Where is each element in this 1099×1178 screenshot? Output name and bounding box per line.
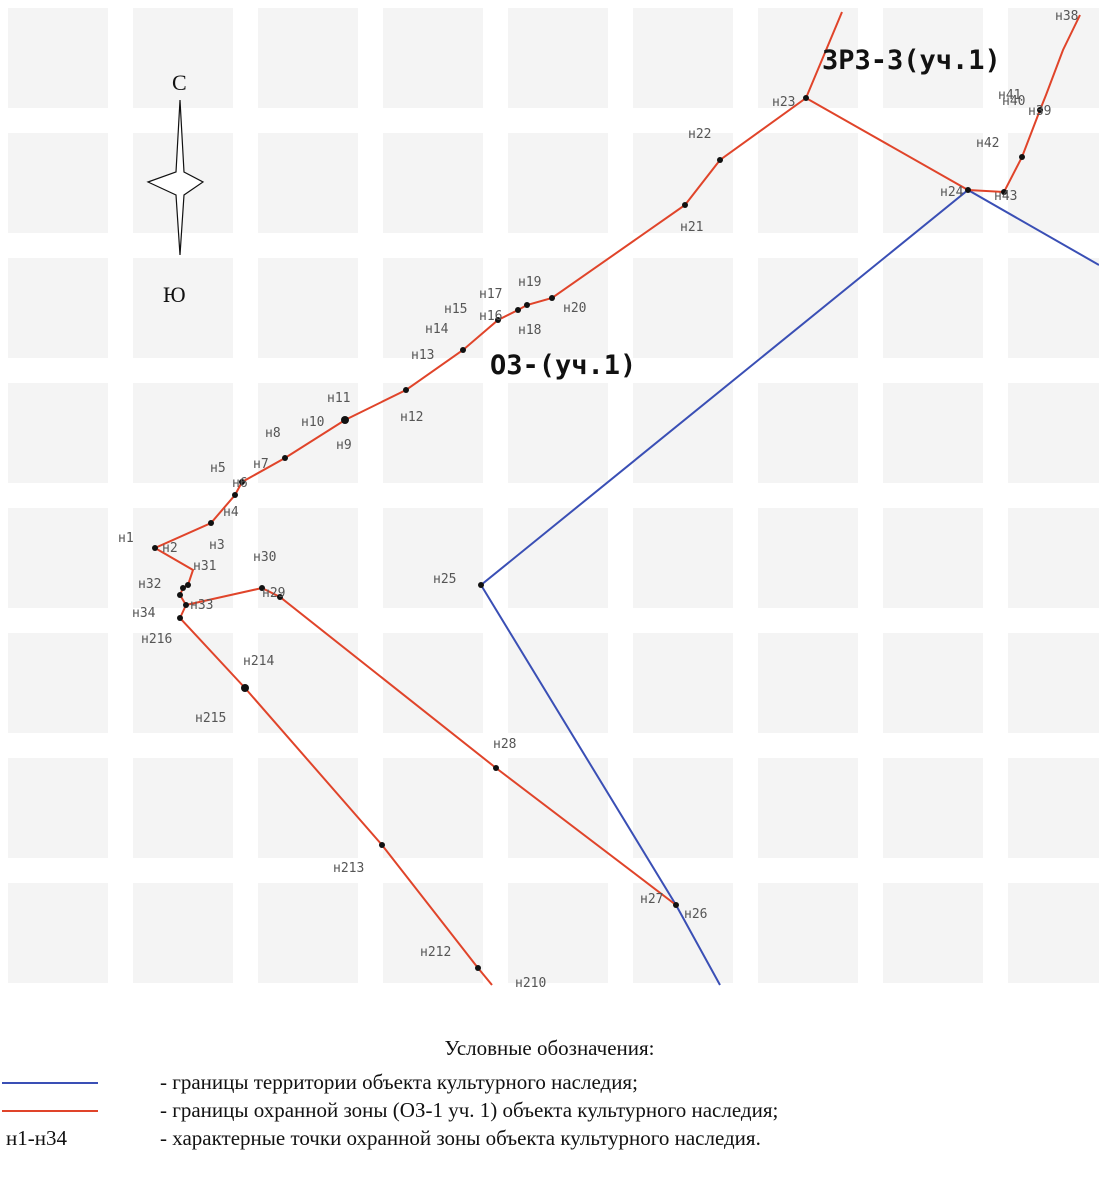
point-marker [965,187,971,193]
point-label: н213 [333,861,364,876]
point-marker [259,585,265,591]
legend: Условные обозначения: - границы территор… [0,1030,1099,1178]
point-marker [379,842,385,848]
legend-item-text: - характерные точки охранной зоны объект… [160,1126,761,1150]
point-label: н12 [400,410,423,425]
point-marker [524,302,530,308]
compass-north-label: С [172,70,187,95]
point-label: н4 [223,505,239,520]
point-label: н30 [253,550,276,565]
point-marker [515,307,521,313]
point-marker [495,317,501,323]
point-marker [180,585,186,591]
point-label: н29 [262,586,285,601]
point-label: н25 [433,572,456,587]
point-marker [1001,189,1007,195]
characteristic-points [152,95,1043,971]
point-label: н22 [688,127,711,142]
point-marker [673,902,679,908]
point-label: н23 [772,95,795,110]
background-pattern [0,0,1099,1000]
map-canvas: С Ю [0,0,1099,1000]
point-marker [682,202,688,208]
north-arrow-icon: С Ю [146,70,205,307]
legend-title: Условные обозначения: [444,1036,655,1060]
point-label: н28 [493,737,516,752]
legend-item: н1-н34 - характерные точки охранной зоны… [0,1126,1099,1154]
zone-label-zrz3: ЗРЗ-3(уч.1) [822,45,1001,76]
point-label: н216 [141,632,172,647]
point-marker [478,582,484,588]
point-marker [177,615,183,621]
point-label: н24 [940,185,964,200]
point-marker [460,347,466,353]
point-label: н18 [518,323,541,338]
blue-line-symbol [2,1082,98,1084]
point-marker [1037,107,1043,113]
point-label: н41 [998,88,1021,103]
point-label: н8 [265,426,281,441]
point-marker [185,582,191,588]
point-label: н7 [253,457,269,472]
point-marker [403,387,409,393]
point-label: н43 [994,189,1017,204]
point-marker [239,479,245,485]
point-marker [232,492,238,498]
point-marker [152,545,158,551]
point-label: н1 [118,531,134,546]
protection-zone-zrz3-boundary [805,14,1081,194]
point-marker [549,295,555,301]
point-label: н20 [563,301,586,316]
legend-item-text: - границы охранной зоны (ОЗ-1 уч. 1) объ… [160,1098,779,1122]
point-label: н38 [1055,9,1078,24]
point-label: н15 [444,302,467,317]
compass-south-label: Ю [163,282,186,307]
point-marker [803,95,809,101]
point-label: н5 [210,461,226,476]
legend-item: - границы территории объекта культурного… [0,1070,1099,1098]
point-marker [282,455,288,461]
point-marker [717,157,723,163]
point-label: н10 [301,415,324,430]
point-label: н40 [1002,94,1025,109]
point-label: н13 [411,348,434,363]
point-marker [1019,154,1025,160]
point-label: н11 [327,391,350,406]
point-label: н14 [425,322,449,337]
point-label: н6 [232,476,248,491]
legend-item: - границы охранной зоны (ОЗ-1 уч. 1) объ… [0,1098,1099,1126]
point-label: н26 [684,907,707,922]
point-label: н33 [190,598,213,613]
legend-item-text: - границы территории объекта культурного… [160,1070,638,1094]
point-labels: н1 н2 н3 н4 н5 н6 н7 н8 н9 н10 н11 н12 н… [118,9,1078,991]
point-marker [341,416,349,424]
point-label: н214 [243,654,274,669]
point-label: н2 [162,541,178,556]
point-marker [475,965,481,971]
point-label: н19 [518,275,541,290]
legend-point-code: н1-н34 [6,1126,67,1150]
point-label: н16 [479,309,502,324]
point-label: н21 [680,220,703,235]
point-label: н32 [138,577,161,592]
point-label: н17 [479,287,502,302]
point-marker [493,765,499,771]
point-label: н9 [336,438,352,453]
point-label: н210 [515,976,546,991]
point-marker [208,520,214,526]
point-marker [241,684,249,692]
point-label: н3 [209,538,225,553]
red-line-symbol [2,1110,98,1112]
point-label: н27 [640,892,663,907]
point-label: н31 [193,559,216,574]
point-label: н42 [976,136,999,151]
point-label: н212 [420,945,451,960]
point-marker [177,592,183,598]
point-label: н34 [132,606,156,621]
point-label: н39 [1028,104,1051,119]
point-marker [183,602,189,608]
point-marker [277,594,283,600]
zone-label-oz: ОЗ-(уч.1) [490,350,636,381]
point-label: н215 [195,711,226,726]
